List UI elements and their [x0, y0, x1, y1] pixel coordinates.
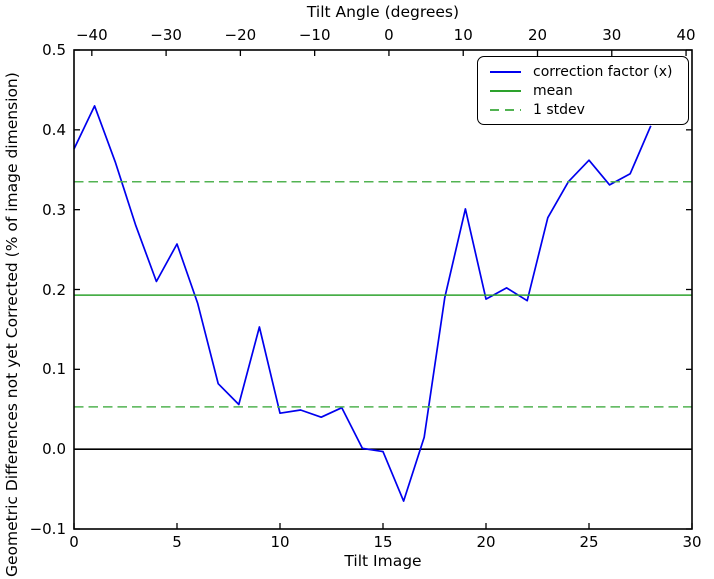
y-tick-label: 0.1 — [42, 360, 66, 379]
top-tick-label: −30 — [150, 26, 182, 44]
legend-line-sample — [490, 70, 521, 73]
y-tick-label: −0.1 — [29, 520, 66, 538]
top-axis-title: Tilt Angle (degrees) — [306, 3, 460, 21]
legend: correction factor (x) mean 1 stdev — [477, 56, 689, 125]
legend-entry: mean — [490, 81, 680, 100]
top-tick-label: 20 — [527, 26, 548, 44]
legend-label: correction factor (x) — [533, 63, 673, 80]
top-tick-label: −20 — [224, 26, 257, 44]
y-tick-label: 0.4 — [42, 120, 66, 139]
top-tick-label: 10 — [453, 26, 473, 44]
x-tick-label: 15 — [373, 533, 393, 551]
top-tick-label: −10 — [298, 26, 331, 44]
x-tick-label: 30 — [682, 533, 702, 551]
legend-line-sample — [490, 89, 521, 92]
y-tick-label: 0.5 — [42, 41, 66, 59]
legend-label: mean — [533, 82, 573, 99]
top-tick-label: 30 — [602, 26, 622, 44]
y-tick-label: 0.3 — [42, 200, 66, 219]
top-tick-label: 0 — [384, 26, 394, 44]
y-axis-title: Geometric Differences not yet Corrected … — [3, 72, 21, 577]
x-tick-label: 0 — [69, 533, 79, 551]
x-tick-label: 10 — [270, 533, 290, 551]
correction-factor-line — [73, 105, 652, 502]
x-tick-label: 5 — [172, 533, 182, 551]
y-tick-label: 0.2 — [42, 280, 66, 299]
legend-entry: correction factor (x) — [490, 62, 680, 81]
legend-label: 1 stdev — [533, 102, 585, 119]
legend-dashed-line-sample — [490, 109, 521, 112]
top-tick-label: −40 — [75, 26, 108, 44]
y-tick-label: 0.0 — [42, 440, 66, 459]
legend-entry: 1 stdev — [490, 101, 680, 120]
x-tick-label: 25 — [579, 533, 599, 551]
x-axis-title: Tilt Image — [344, 552, 422, 570]
x-tick-label: 20 — [476, 533, 496, 551]
top-tick-label: 40 — [676, 26, 696, 44]
